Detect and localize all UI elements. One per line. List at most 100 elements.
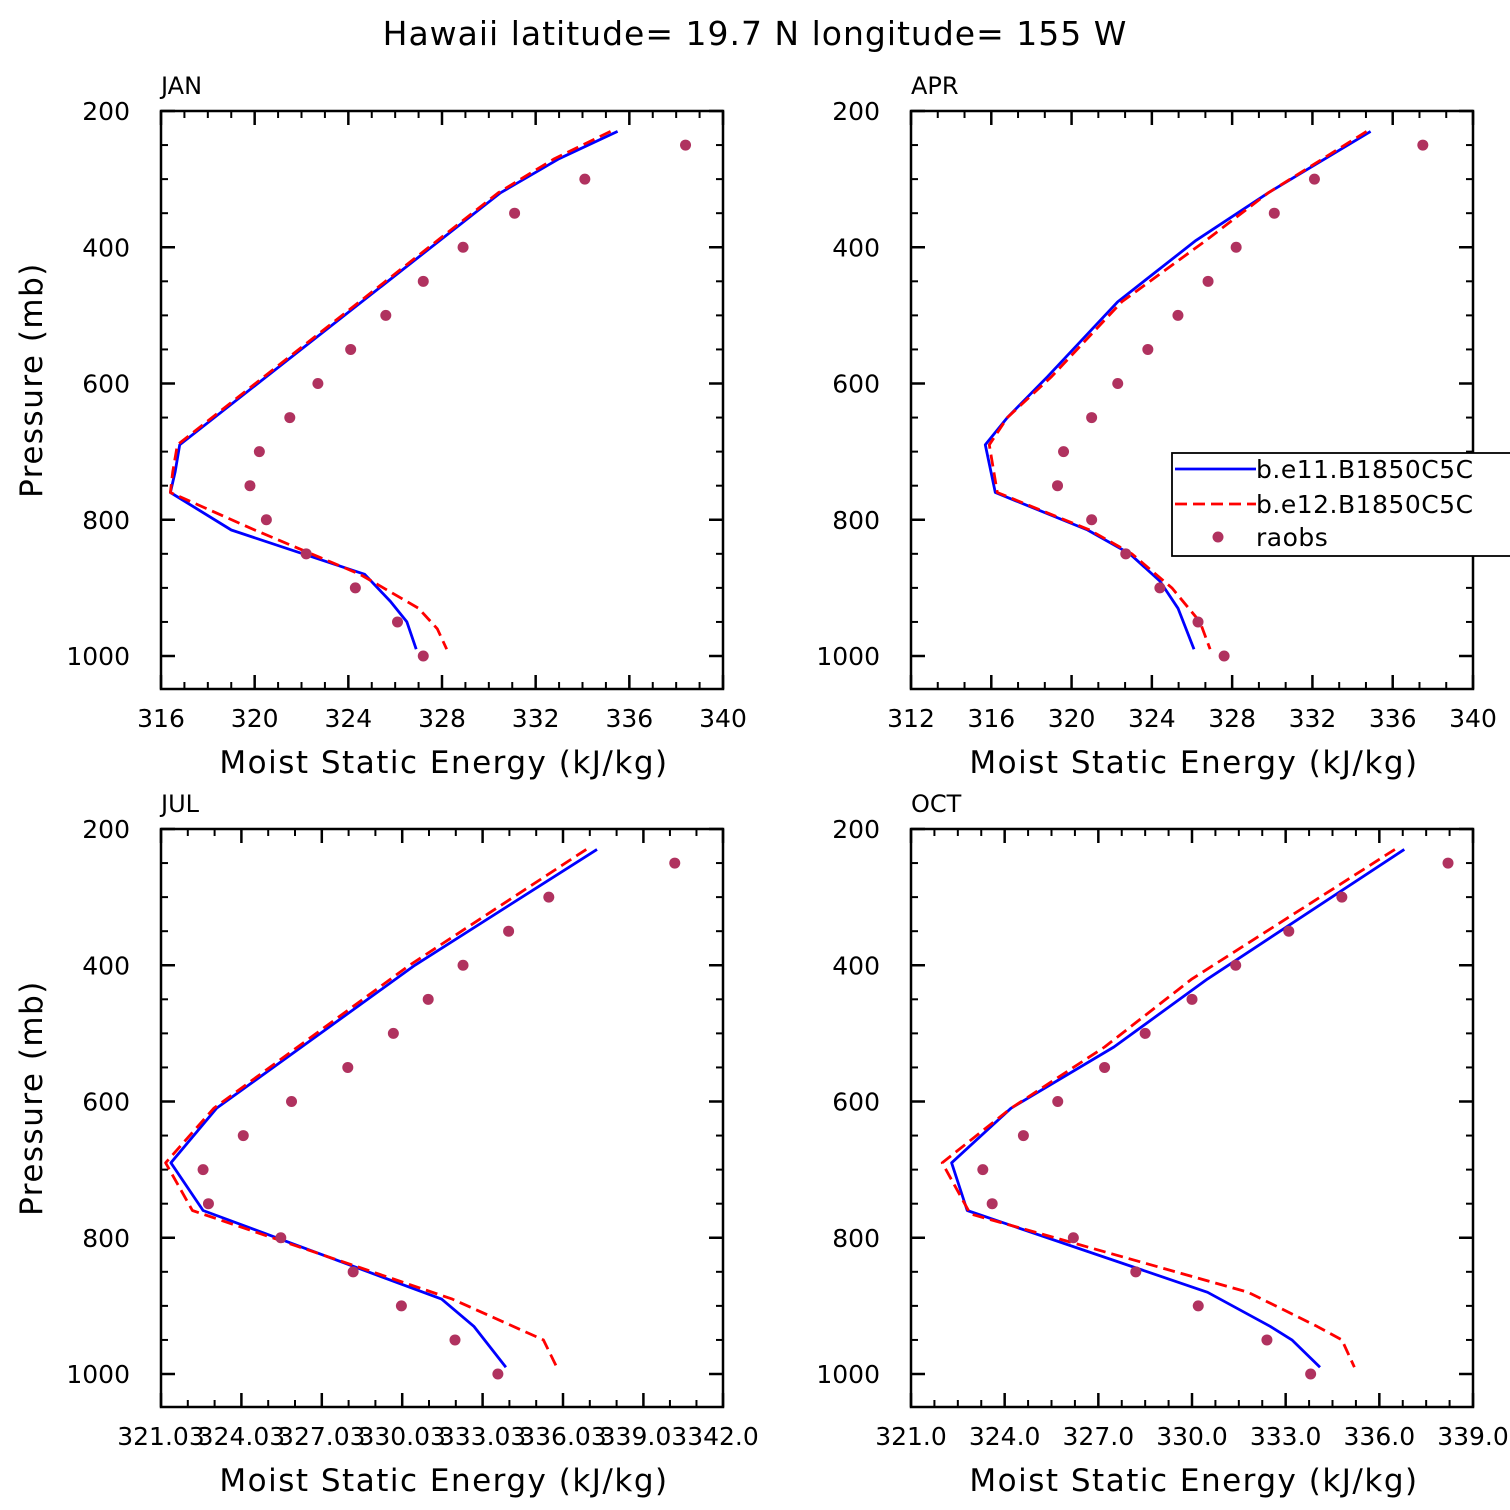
- x-tick-label: 327.03: [278, 1422, 365, 1451]
- raobs-point: [1417, 139, 1429, 151]
- panel-oct: OCT 321.0 324.0 327.0 330.0 333.0 336.0 339.0 20…: [816, 790, 1508, 1499]
- raobs-point: [1230, 241, 1242, 253]
- raobs-point: [1017, 1130, 1029, 1142]
- x-tick-label: 324.0: [969, 1422, 1041, 1451]
- raobs-point: [986, 1198, 998, 1210]
- x-tick-label: 333.03: [439, 1422, 526, 1451]
- x-axis-label: Moist Static Energy (kJ/kg): [219, 745, 668, 781]
- y-tick-label: 1000: [816, 1360, 880, 1389]
- raobs-point: [417, 275, 429, 287]
- raobs-point: [1202, 275, 1214, 287]
- x-tick-label: 324: [324, 704, 372, 733]
- x-tick-label: 339.03: [600, 1422, 687, 1451]
- series-line-b-e12-b1850c5c: [168, 130, 612, 650]
- raobs-point: [1139, 1027, 1151, 1039]
- raobs-point: [286, 1096, 298, 1107]
- raobs-point: [509, 207, 521, 219]
- raobs-point: [1442, 857, 1454, 869]
- y-tick-label: 600: [832, 370, 880, 399]
- raobs-point: [1192, 616, 1204, 628]
- y-tick-label: 400: [82, 951, 130, 980]
- raobs-point: [417, 650, 429, 662]
- raobs-point: [253, 446, 265, 458]
- x-tick-label: 336.03: [519, 1422, 606, 1451]
- raobs-point: [392, 616, 404, 628]
- raobs-point: [1305, 1368, 1317, 1380]
- raobs-point: [347, 1266, 359, 1278]
- y-tick-label: 600: [82, 1088, 130, 1117]
- raobs-point: [1067, 1232, 1079, 1244]
- plot-frame: [159, 827, 725, 1409]
- x-tick-label: 340: [1449, 704, 1497, 733]
- series-line-b-e12-b1850c5c: [940, 848, 1396, 1368]
- y-tick-label: 1000: [66, 1360, 130, 1389]
- raobs-point: [1283, 925, 1295, 937]
- x-tick-label: 327.0: [1063, 1422, 1135, 1451]
- y-tick-label: 200: [832, 97, 880, 126]
- panel-title: OCT: [911, 790, 962, 818]
- raobs-point: [449, 1334, 461, 1346]
- panel-jul: JUL321.03324.03327.03330.03333.03336.033…: [14, 790, 759, 1499]
- x-tick-label: 336: [1369, 704, 1417, 733]
- raobs-point: [380, 309, 392, 321]
- series-layer: [940, 848, 1454, 1380]
- panel-jan: JAN 316 320 324 328 332 336 340 200 400 600 800 1000…: [14, 72, 747, 781]
- raobs-point: [669, 857, 681, 869]
- raobs-point: [244, 480, 256, 492]
- x-tick-label: 316: [967, 704, 1015, 733]
- y-tick-label: 800: [82, 1224, 130, 1253]
- raobs-point: [260, 514, 272, 526]
- y-tick-label: 400: [832, 233, 880, 262]
- x-axis-label: Moist Static Energy (kJ/kg): [969, 745, 1418, 781]
- raobs-point: [1268, 207, 1280, 219]
- y-tick-label: 200: [82, 815, 130, 844]
- x-tick-label: 320: [231, 704, 279, 733]
- x-tick-label: 321.0: [875, 1422, 947, 1451]
- raobs-point: [387, 1027, 399, 1039]
- x-tick-label: 332: [1289, 704, 1337, 733]
- y-axis-label: Pressure (mb): [14, 262, 50, 498]
- raobs-point: [1058, 446, 1070, 458]
- legend-swatch-raobs: [1212, 531, 1224, 543]
- y-tick-label: 600: [832, 1088, 880, 1117]
- x-tick-label: 336.0: [1344, 1422, 1416, 1451]
- raobs-point: [457, 241, 469, 253]
- raobs-point: [503, 925, 515, 937]
- raobs-point: [237, 1130, 249, 1142]
- series-line-b-e12-b1850c5c: [987, 130, 1368, 650]
- plot-frame: [909, 109, 1475, 691]
- raobs-point: [1130, 1266, 1142, 1278]
- x-tick-label: 330.03: [358, 1422, 445, 1451]
- series-line-b-e11-b1850c5c: [983, 130, 1372, 650]
- x-tick-label: 333.0: [1250, 1422, 1322, 1451]
- raobs-point: [342, 1061, 354, 1073]
- y-tick-label: 800: [82, 506, 130, 535]
- raobs-point: [1230, 959, 1242, 971]
- raobs-point: [1218, 650, 1230, 662]
- raobs-point: [1308, 173, 1320, 185]
- raobs-point: [1336, 891, 1348, 903]
- y-tick-label: 400: [832, 951, 880, 980]
- raobs-point: [202, 1198, 214, 1210]
- y-tick-label: 1000: [66, 642, 130, 671]
- raobs-point: [1052, 1096, 1064, 1107]
- series-layer: [164, 848, 681, 1380]
- raobs-point: [1192, 1300, 1204, 1312]
- x-tick-label: 324.03: [198, 1422, 285, 1451]
- panels: JAN 316 320 324 328 332 336 340 200 400 600 800 1000…: [14, 72, 1510, 1499]
- y-tick-label: 200: [832, 815, 880, 844]
- x-tick-label: 340: [699, 704, 747, 733]
- series-line-b-e11-b1850c5c: [950, 848, 1406, 1369]
- x-tick-label: 336: [605, 704, 653, 733]
- raobs-point: [312, 378, 324, 389]
- x-tick-label: 321.03: [117, 1422, 204, 1451]
- raobs-point: [977, 1164, 989, 1176]
- legend: b.e11.B1850C5C b.e12.B1850C5C raobs: [1171, 452, 1510, 557]
- x-tick-label: 328: [418, 704, 466, 733]
- y-tick-label: 200: [82, 97, 130, 126]
- series-line-b-e12-b1850c5c: [164, 848, 588, 1368]
- raobs-point: [1112, 378, 1124, 389]
- legend-label: b.e12.B1850C5C: [1256, 490, 1474, 519]
- raobs-point: [579, 173, 591, 185]
